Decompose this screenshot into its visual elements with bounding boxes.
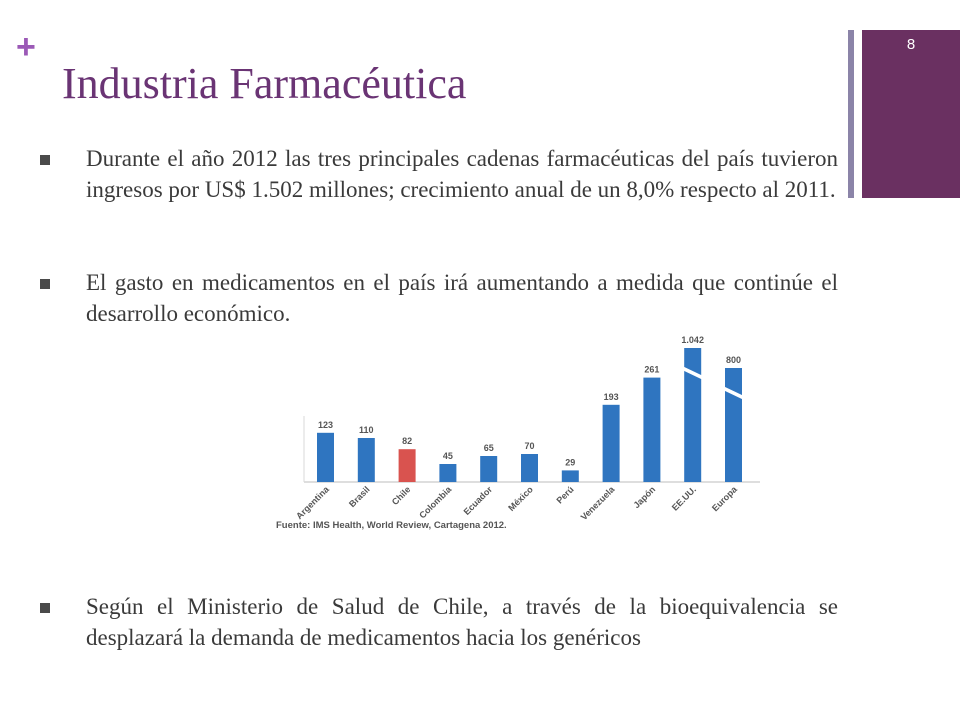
data-label: 110 (359, 425, 374, 435)
category-label: Colombia (417, 484, 454, 521)
chart-source: Fuente: IMS Health, World Review, Cartag… (276, 520, 507, 531)
data-label: 45 (443, 451, 453, 461)
category-label: México (506, 484, 535, 513)
side-accent-block (862, 30, 960, 198)
data-label: 29 (565, 457, 575, 467)
bar (684, 348, 702, 482)
category-label: Perú (554, 484, 575, 505)
data-label: 193 (604, 392, 619, 402)
category-label: Argentina (294, 484, 331, 521)
data-label: 70 (524, 441, 534, 451)
bullet-item: El gasto en medicamentos en el país irá … (40, 267, 838, 329)
bullet-square-icon (40, 603, 50, 613)
bar (439, 464, 457, 482)
plus-icon: + (16, 28, 36, 66)
data-label: 261 (644, 365, 659, 375)
bar (480, 456, 498, 482)
bullet-text: Durante el año 2012 las tres principales… (86, 146, 838, 202)
side-accent-line (848, 30, 854, 198)
slide-title: Industria Farmacéutica (62, 59, 467, 108)
data-label: 65 (484, 443, 494, 453)
data-label: 123 (318, 420, 333, 430)
bullet-square-icon (40, 279, 50, 289)
bar (643, 377, 661, 482)
bar (521, 454, 538, 482)
category-label: Ecuador (462, 484, 495, 517)
bar-chart: 123 Argentina 110 Brasil 82 Chile 45 Colombia 65… (276, 335, 760, 531)
bar (357, 438, 375, 482)
bullet-text: Según el Ministerio de Salud de Chile, a… (86, 594, 838, 650)
bar (398, 449, 416, 482)
category-label: Brasil (347, 484, 372, 509)
bar (317, 432, 334, 482)
bullet-text: El gasto en medicamentos en el país irá … (86, 270, 838, 326)
category-label: EE.UU. (670, 484, 698, 512)
category-label: Japón (631, 484, 657, 510)
data-label: 1.042 (681, 335, 704, 345)
bar (725, 368, 742, 482)
bar (561, 470, 579, 482)
axis-break-mark (682, 366, 704, 380)
data-label: 82 (402, 436, 412, 446)
bar (602, 404, 620, 482)
category-label: Europa (710, 484, 740, 514)
category-label: Venezuela (579, 484, 618, 523)
bullet-item: Según el Ministerio de Salud de Chile, a… (40, 591, 838, 653)
data-label: 800 (726, 355, 741, 365)
category-label: Chile (390, 484, 413, 507)
axis-break-mark (723, 386, 744, 400)
slide-number: 8 (906, 36, 916, 53)
bullet-square-icon (40, 155, 50, 165)
bullet-item: Durante el año 2012 las tres principales… (40, 143, 838, 205)
